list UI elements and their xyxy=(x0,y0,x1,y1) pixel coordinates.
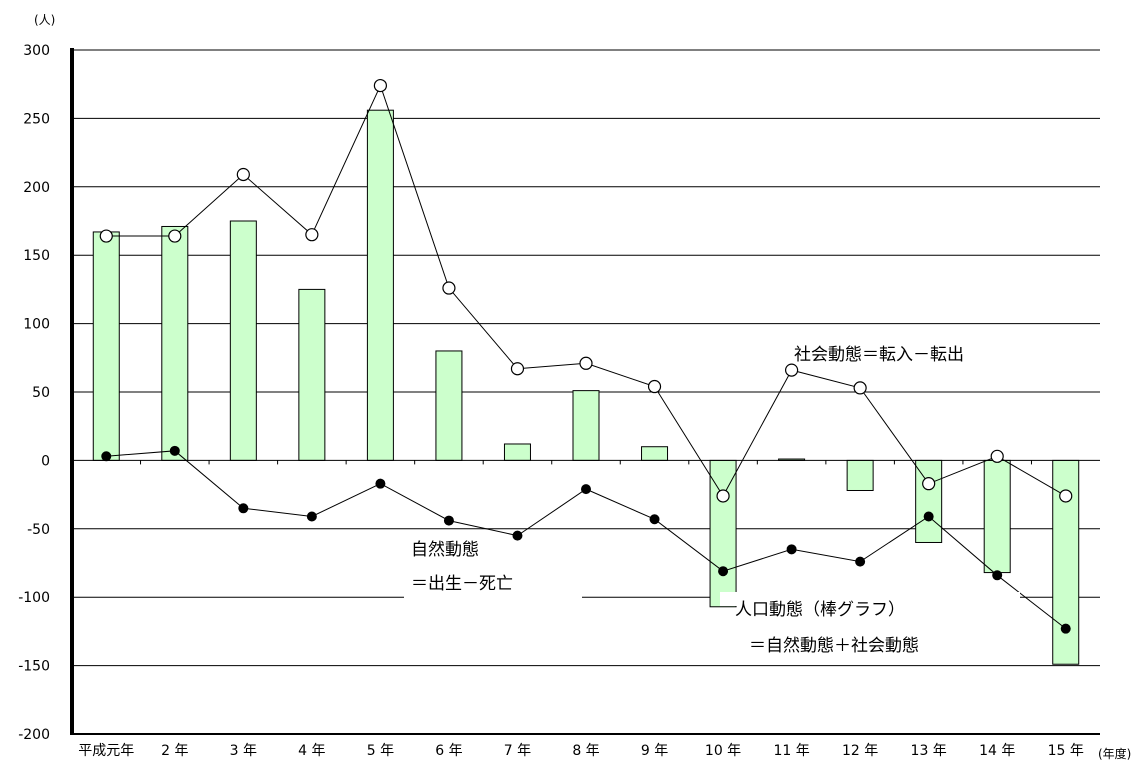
social-change-point xyxy=(647,379,662,394)
annotation-natural-change-title: 自然動態 xyxy=(411,540,479,560)
social-change-point xyxy=(784,363,799,377)
social-change-point xyxy=(510,362,525,376)
natural-change-point xyxy=(649,514,660,525)
natural-change-point xyxy=(1060,623,1071,634)
x-tick-label: 2 年 xyxy=(161,743,188,759)
bars-population-change xyxy=(92,109,1080,665)
natural-change-point xyxy=(786,544,797,555)
y-tick-label: 300 xyxy=(23,43,50,59)
series-natural-change xyxy=(101,445,1071,634)
x-tick-label: 14 年 xyxy=(979,743,1015,759)
social-change-point xyxy=(373,78,387,93)
x-unit-label: (年度) xyxy=(1098,746,1131,761)
social-change-point xyxy=(922,477,936,491)
x-tick-label: 13 年 xyxy=(911,743,947,759)
natural-change-point xyxy=(306,511,317,522)
x-tick-label: 5 年 xyxy=(367,743,394,759)
axes xyxy=(70,48,1100,735)
x-tick-label: 6 年 xyxy=(435,743,462,759)
bar xyxy=(503,443,531,461)
natural-change-point xyxy=(101,451,112,462)
bar xyxy=(161,225,189,461)
x-tick-label: 9 年 xyxy=(641,743,668,759)
natural-change-point xyxy=(443,515,454,526)
bar xyxy=(915,459,943,543)
x-tick-label: 平成元年 xyxy=(78,743,134,759)
series-social-change xyxy=(99,78,1073,503)
bar xyxy=(298,288,326,461)
y-tick-label: -100 xyxy=(18,590,50,606)
y-tick-label: -200 xyxy=(18,727,50,743)
x-tick-label: 8 年 xyxy=(572,743,599,759)
bar xyxy=(572,390,600,461)
natural-change-point xyxy=(238,503,249,514)
social-change-point xyxy=(716,489,730,503)
social-change-point xyxy=(99,229,113,243)
annotation-social-change: 社会動態＝転入－転出 xyxy=(794,345,964,365)
natural-change-point xyxy=(512,530,523,541)
x-tick-label: 4 年 xyxy=(298,743,325,759)
x-tick-label: 15 年 xyxy=(1048,743,1084,759)
bar xyxy=(983,459,1011,574)
x-tick-label: 3 年 xyxy=(230,743,257,759)
bar xyxy=(229,220,257,461)
social-change-point xyxy=(168,229,182,243)
social-change-point xyxy=(442,281,456,295)
natural-change-point xyxy=(718,566,729,577)
y-tick-label: 200 xyxy=(23,180,50,196)
bar xyxy=(92,231,120,461)
x-tick-label: 10 年 xyxy=(705,743,741,759)
social-change-point xyxy=(990,449,1004,463)
social-change-point xyxy=(853,381,867,395)
y-tick-label: 100 xyxy=(23,317,50,333)
y-tick-label: 50 xyxy=(32,385,50,401)
natural-change-point xyxy=(375,478,386,489)
social-change-point xyxy=(579,356,593,370)
bar xyxy=(846,459,874,491)
y-tick-label: -50 xyxy=(27,522,50,538)
y-tick-label: 150 xyxy=(23,248,50,264)
x-tick-label: 12 年 xyxy=(842,743,878,759)
y-unit-label: (人) xyxy=(34,13,55,27)
x-tick-label: 7 年 xyxy=(504,743,531,759)
y-tick-label: -150 xyxy=(18,659,50,675)
tick-labels: 300 250 200 150 100 50 0 -50 -100 -150 -200 平成元年 2 年… xyxy=(18,43,1084,759)
annotation-natural-change-formula: ＝出生－死亡 xyxy=(411,574,513,594)
natural-change-point xyxy=(923,511,934,522)
annotation-bg-population xyxy=(720,592,1020,606)
natural-change-point xyxy=(581,484,591,495)
bar xyxy=(435,350,463,461)
annotation-bg-natural xyxy=(404,590,582,606)
annotation-population-change-title: 人口動態（棒グラフ） xyxy=(735,600,905,620)
bar xyxy=(641,446,669,461)
social-change-point xyxy=(1059,489,1073,503)
natural-change-point xyxy=(855,556,866,567)
bar xyxy=(366,109,394,461)
natural-change-point xyxy=(992,570,1003,581)
x-tick-label: 11 年 xyxy=(773,743,809,759)
annotation-population-change-formula: ＝自然動態＋社会動態 xyxy=(749,636,919,656)
y-tick-label: 250 xyxy=(23,111,50,127)
y-tick-label: 0 xyxy=(41,453,50,469)
social-change-point xyxy=(305,228,319,242)
social-change-point xyxy=(236,167,250,182)
natural-change-point xyxy=(169,445,180,456)
